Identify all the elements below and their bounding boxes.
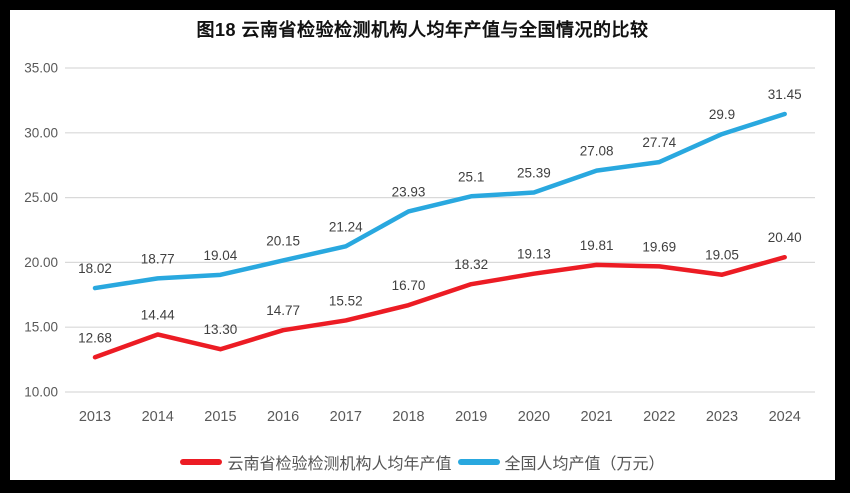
- x-tick-label: 2024: [769, 409, 801, 425]
- data-label: 19.69: [642, 239, 676, 254]
- data-label: 27.74: [642, 135, 676, 150]
- x-tick-label: 2018: [392, 409, 424, 425]
- series-line-yunnan: [92, 254, 787, 360]
- y-tick-label: 35.00: [24, 61, 58, 76]
- data-label: 18.77: [141, 251, 175, 266]
- data-label: 19.13: [517, 247, 551, 262]
- x-tick-label: 2020: [518, 409, 550, 425]
- y-tick-label: 15.00: [24, 320, 58, 335]
- data-label: 21.24: [329, 219, 363, 234]
- x-tick-label: 2013: [79, 409, 111, 425]
- yunnan-line-swatch-icon: [180, 459, 223, 465]
- line-chart: 10.00 15.00 20.00 25.00 30.00 35.00 2013 2014 20…: [24, 61, 815, 425]
- data-label: 29.9: [709, 107, 735, 122]
- x-tick-label: 2017: [330, 409, 362, 425]
- data-label: 19.04: [204, 248, 238, 263]
- x-tick-label: 2022: [643, 409, 675, 425]
- series-line-national: [92, 111, 787, 291]
- y-tick-label: 30.00: [24, 125, 58, 140]
- national-line-swatch-icon: [457, 459, 500, 465]
- chart-title: 图18 云南省检验检测机构人均年产值与全国情况的比较: [196, 20, 649, 40]
- data-label: 20.40: [768, 230, 802, 245]
- legend-item-yunnan: 云南省检验检测机构人均年产值: [180, 450, 452, 474]
- data-label: 31.45: [768, 87, 802, 102]
- x-tick-label: 2014: [142, 409, 174, 425]
- chart-panel: 图18 云南省检验检测机构人均年产值与全国情况的比较 10.00 15.00 20.…: [10, 10, 835, 480]
- x-tick-label: 2021: [580, 409, 612, 425]
- data-label: 14.77: [266, 303, 300, 318]
- data-label: 19.81: [580, 238, 614, 253]
- data-label: 18.32: [454, 257, 488, 272]
- data-label: 23.93: [392, 184, 426, 199]
- data-label: 19.05: [705, 248, 739, 263]
- chart-legend: 云南省检验检测机构人均年产值 全国人均产值（万元）: [10, 450, 835, 474]
- data-label: 12.68: [78, 330, 112, 345]
- legend-label-national: 全国人均产值（万元）: [504, 456, 665, 473]
- y-tick-label: 25.00: [24, 190, 58, 205]
- y-tick-label: 10.00: [24, 385, 58, 400]
- data-label: 18.02: [78, 261, 112, 276]
- data-label: 16.70: [392, 278, 426, 293]
- legend-label-yunnan: 云南省检验检测机构人均年产值: [227, 456, 452, 473]
- data-label: 25.1: [458, 169, 484, 184]
- data-label: 13.30: [204, 322, 238, 337]
- x-tick-label: 2019: [455, 409, 487, 425]
- data-label: 20.15: [266, 233, 300, 248]
- data-label: 14.44: [141, 307, 175, 322]
- x-tick-label: 2015: [204, 409, 236, 425]
- data-label: 25.39: [517, 166, 551, 181]
- x-tick-label: 2023: [706, 409, 738, 425]
- y-tick-label: 20.00: [24, 255, 58, 270]
- data-label: 27.08: [580, 144, 614, 159]
- data-label: 15.52: [329, 293, 363, 308]
- x-tick-label: 2016: [267, 409, 299, 425]
- legend-item-national: 全国人均产值（万元）: [457, 450, 665, 474]
